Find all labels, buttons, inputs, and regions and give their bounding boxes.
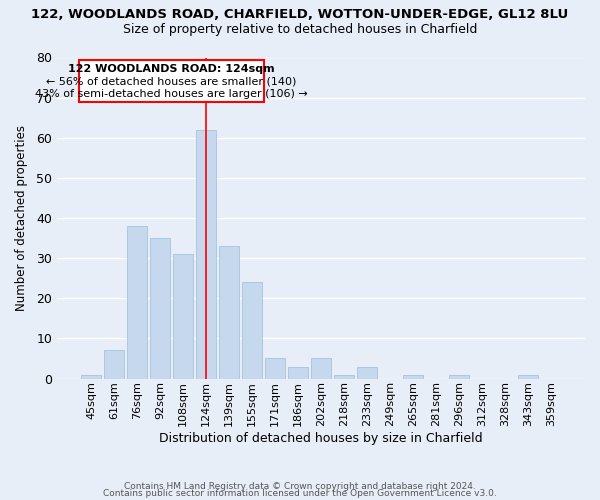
Bar (449, 374, 469, 378)
Bar (219, 246, 239, 378)
Bar (403, 374, 423, 378)
Text: ← 56% of detached houses are smaller (140): ← 56% of detached houses are smaller (14… (46, 76, 296, 86)
Bar (196, 130, 216, 378)
Bar (127, 226, 147, 378)
X-axis label: Distribution of detached houses by size in Charfield: Distribution of detached houses by size … (159, 432, 483, 445)
Y-axis label: Number of detached properties: Number of detached properties (15, 125, 28, 311)
Bar (265, 358, 285, 378)
Text: 43% of semi-detached houses are larger (106) →: 43% of semi-detached houses are larger (… (35, 89, 308, 99)
Text: 122, WOODLANDS ROAD, CHARFIELD, WOTTON-UNDER-EDGE, GL12 8LU: 122, WOODLANDS ROAD, CHARFIELD, WOTTON-U… (31, 8, 569, 20)
Bar (173, 254, 193, 378)
Text: Contains public sector information licensed under the Open Government Licence v3: Contains public sector information licen… (103, 490, 497, 498)
Text: 122 WOODLANDS ROAD: 124sqm: 122 WOODLANDS ROAD: 124sqm (68, 64, 275, 74)
Bar (242, 282, 262, 378)
Text: Contains HM Land Registry data © Crown copyright and database right 2024.: Contains HM Land Registry data © Crown c… (124, 482, 476, 491)
Bar (289, 366, 308, 378)
Bar (81, 374, 101, 378)
Bar (104, 350, 124, 378)
Bar (518, 374, 538, 378)
Text: Size of property relative to detached houses in Charfield: Size of property relative to detached ho… (123, 22, 477, 36)
Bar (358, 366, 377, 378)
Bar (334, 374, 354, 378)
Bar (150, 238, 170, 378)
FancyBboxPatch shape (79, 60, 263, 102)
Bar (311, 358, 331, 378)
